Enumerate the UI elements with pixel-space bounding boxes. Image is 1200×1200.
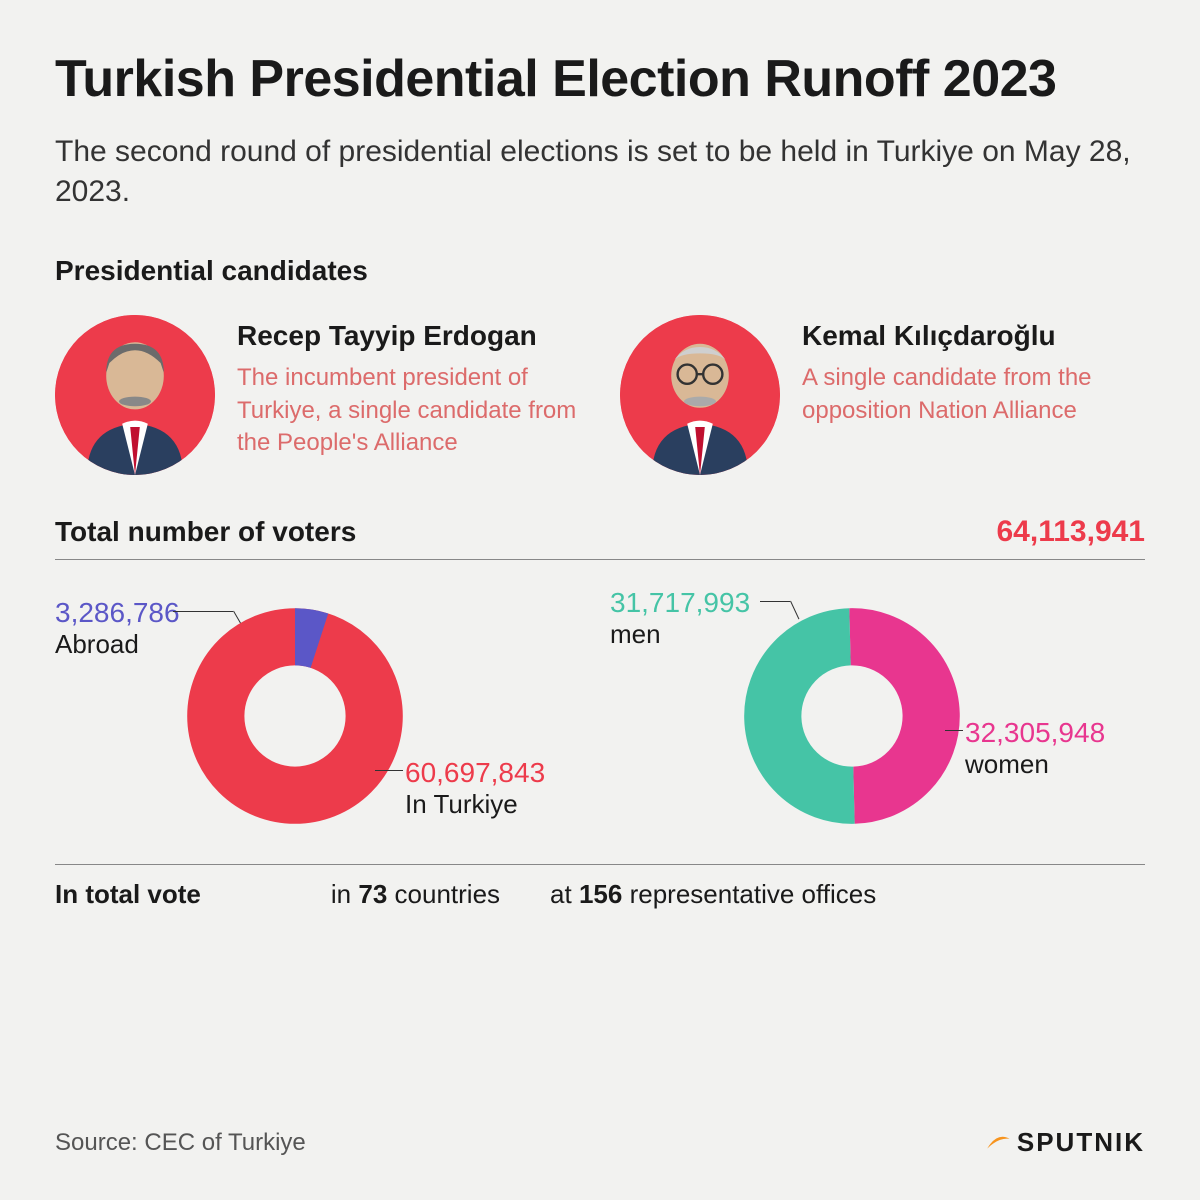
candidates-heading: Presidential candidates <box>55 255 1145 287</box>
candidate-desc: A single candidate from the opposition N… <box>802 362 1145 427</box>
sputnik-icon <box>983 1129 1011 1157</box>
donut-chart-gender <box>740 606 960 826</box>
candidate-kilicdaroglu: Kemal Kılıçdaroğlu A single candidate fr… <box>620 315 1145 475</box>
portrait-erdogan <box>55 315 215 475</box>
donut-gender: 31,717,993 men 32,305,948 women <box>600 586 1145 846</box>
voters-header: Total number of voters 64,113,941 <box>55 515 1145 560</box>
donuts-row: 3,286,786 Abroad 60,697,843 In Turkiye 3… <box>55 568 1145 865</box>
voters-label: Total number of voters <box>55 516 356 548</box>
voters-total: 64,113,941 <box>997 515 1146 549</box>
label-women: 32,305,948 women <box>965 716 1105 781</box>
candidate-erdogan: Recep Tayyip Erdogan The incumbent presi… <box>55 315 580 475</box>
label-abroad: 3,286,786 Abroad <box>55 596 180 661</box>
page-title: Turkish Presidential Election Runoff 202… <box>55 50 1145 110</box>
candidate-name: Kemal Kılıçdaroğlu <box>802 319 1145 353</box>
label-in-turkiye: 60,697,843 In Turkiye <box>405 756 545 821</box>
portrait-kilicdaroglu <box>620 315 780 475</box>
sputnik-logo: SPUTNIK <box>983 1127 1145 1158</box>
person-silhouette-icon <box>620 315 780 475</box>
person-silhouette-icon <box>55 315 215 475</box>
totals-line: In total vote in 73 countries at 156 rep… <box>55 879 1145 950</box>
label-men: 31,717,993 men <box>610 586 750 651</box>
footer: Source: CEC of Turkiye SPUTNIK <box>55 1127 1145 1158</box>
source-text: Source: CEC of Turkiye <box>55 1129 306 1157</box>
subtitle: The second round of presidential electio… <box>55 132 1145 213</box>
candidate-desc: The incumbent president of Turkiye, a si… <box>237 362 580 459</box>
donut-chart-location <box>185 606 405 826</box>
candidates-row: Recep Tayyip Erdogan The incumbent presi… <box>55 315 1145 475</box>
candidate-name: Recep Tayyip Erdogan <box>237 319 580 353</box>
donut-location: 3,286,786 Abroad 60,697,843 In Turkiye <box>55 586 600 846</box>
